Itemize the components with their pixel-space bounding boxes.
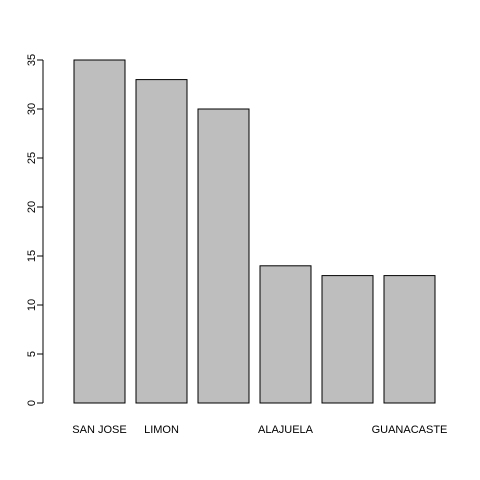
x-category-label: ALAJUELA xyxy=(258,424,314,436)
x-category-label: GUANACASTE xyxy=(372,424,448,436)
bar-guanacaste xyxy=(384,276,435,403)
bars xyxy=(74,60,435,403)
x-category-label: SAN JOSE xyxy=(72,424,126,436)
x-category-label: LIMON xyxy=(144,424,179,436)
bar-heredia xyxy=(322,276,373,403)
y-axis: 0 5 10 15 20 25 30 35 xyxy=(26,54,43,406)
y-tick-label: 20 xyxy=(26,201,38,213)
y-tick-label: 35 xyxy=(26,54,38,66)
y-tick-label: 10 xyxy=(26,299,38,311)
bar-limon xyxy=(136,80,187,403)
bar-alajuela xyxy=(260,266,311,403)
bar-puntarenas xyxy=(198,109,249,403)
y-tick-label: 15 xyxy=(26,250,38,262)
y-tick-label: 5 xyxy=(26,351,38,357)
y-tick-label: 0 xyxy=(26,400,38,406)
x-axis-labels: SAN JOSE LIMON ALAJUELA GUANACASTE xyxy=(72,424,447,436)
bar-san-jose xyxy=(74,60,125,403)
y-tick-label: 30 xyxy=(26,103,38,115)
y-tick-label: 25 xyxy=(26,152,38,164)
